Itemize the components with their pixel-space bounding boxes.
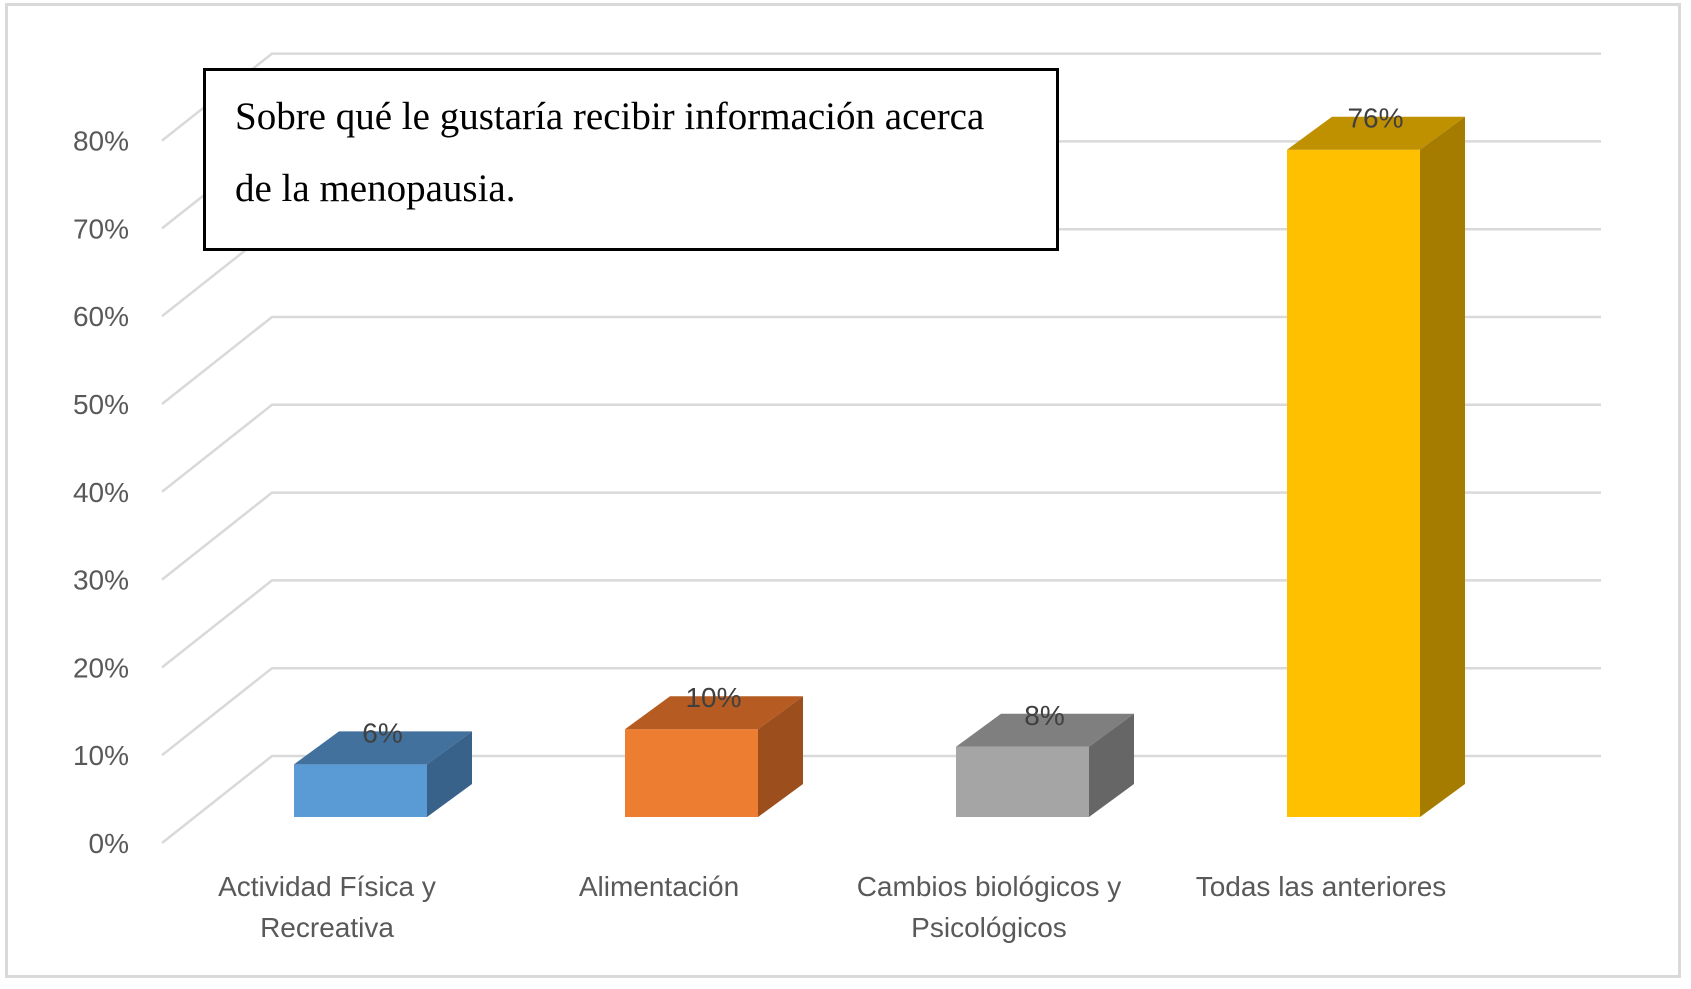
bar-side — [427, 731, 472, 817]
chart-frame — [5, 3, 1681, 978]
y-tick-label: 30% — [73, 565, 129, 596]
x-category-label-line: Actividad Física y — [218, 871, 436, 902]
gridline — [161, 579, 1601, 669]
x-category-label-line: Psicológicos — [911, 912, 1067, 943]
data-label: 6% — [362, 717, 402, 748]
x-category-label: Cambios biológicos y Psicológicos — [829, 866, 1149, 948]
y-tick-label: 80% — [73, 126, 129, 157]
x-category-label: Todas las anteriores — [1161, 866, 1481, 907]
bar-front — [294, 764, 427, 817]
data-label: 8% — [1024, 700, 1064, 731]
x-category-label-line: Recreativa — [260, 912, 394, 943]
data-label: 10% — [685, 682, 741, 713]
y-tick-label: 70% — [73, 213, 129, 244]
bar-front — [956, 746, 1089, 817]
bar-front — [625, 729, 758, 817]
chart-title-line-1: Sobre qué le gustaría recibir informació… — [235, 95, 985, 138]
x-category-label: Alimentación — [499, 866, 819, 907]
gridline — [161, 491, 1601, 581]
gridline — [161, 403, 1601, 493]
y-tick-label: 20% — [73, 652, 129, 683]
y-tick-label: 0% — [89, 828, 129, 859]
bar-top — [294, 731, 472, 765]
gridline — [161, 52, 1601, 142]
bar-side — [1420, 116, 1465, 818]
gridline — [161, 315, 1601, 405]
bar-side — [1089, 713, 1134, 817]
bar-top — [1287, 116, 1465, 150]
x-category-label: Actividad Física y Recreativa — [167, 866, 487, 948]
bar-side — [758, 696, 803, 817]
chart-title-line-2: de la menopausia. — [235, 167, 516, 210]
gridline — [161, 666, 1601, 757]
x-category-label-line: Todas las anteriores — [1195, 871, 1447, 902]
x-category-label-line: Cambios biológicos y — [856, 871, 1122, 902]
bar-front — [1287, 149, 1420, 818]
y-tick-label: 10% — [73, 740, 129, 771]
y-tick-label: 40% — [73, 477, 129, 508]
y-tick-label: 60% — [73, 301, 129, 332]
bar-top — [625, 696, 803, 730]
gridline — [161, 754, 1601, 844]
data-label: 76% — [1347, 103, 1403, 134]
chart-title-box: Sobre qué le gustaría recibir informació… — [203, 68, 1059, 251]
x-category-label-line: Alimentación — [578, 871, 740, 902]
bar-top — [956, 713, 1134, 747]
y-tick-label: 50% — [73, 389, 129, 420]
